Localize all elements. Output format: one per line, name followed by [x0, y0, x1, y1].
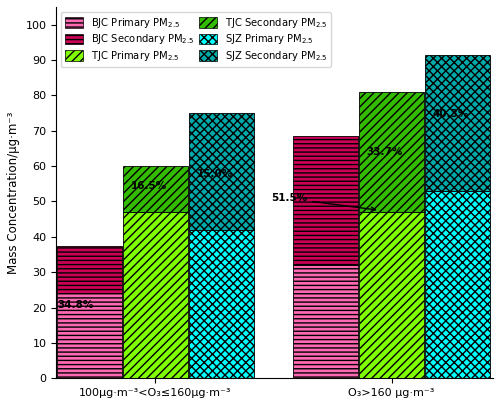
Text: 34.8%: 34.8% — [58, 300, 94, 309]
Text: 16.5%: 16.5% — [130, 181, 167, 191]
Bar — [189, 230, 254, 378]
Bar — [425, 191, 490, 378]
Y-axis label: Mass Concentration/μg·m⁻³: Mass Concentration/μg·m⁻³ — [7, 111, 20, 274]
Bar — [425, 55, 490, 191]
Text: 15.0%: 15.0% — [196, 169, 233, 179]
Bar — [123, 166, 188, 212]
Text: 40.3%: 40.3% — [433, 109, 469, 119]
Bar — [293, 136, 358, 265]
Bar — [123, 212, 188, 378]
Bar — [57, 294, 122, 378]
Bar — [359, 92, 424, 212]
Bar — [189, 113, 254, 230]
Text: 33.7%: 33.7% — [366, 147, 403, 158]
Bar — [293, 265, 358, 378]
Legend: BJC Primary PM$_{2.5}$, BJC Secondary PM$_{2.5}$, TJC Primary PM$_{2.5}$, TJC Se: BJC Primary PM$_{2.5}$, BJC Secondary PM… — [61, 12, 332, 67]
Bar — [359, 212, 424, 378]
Text: 51.5%: 51.5% — [271, 194, 376, 211]
Bar — [57, 246, 122, 294]
